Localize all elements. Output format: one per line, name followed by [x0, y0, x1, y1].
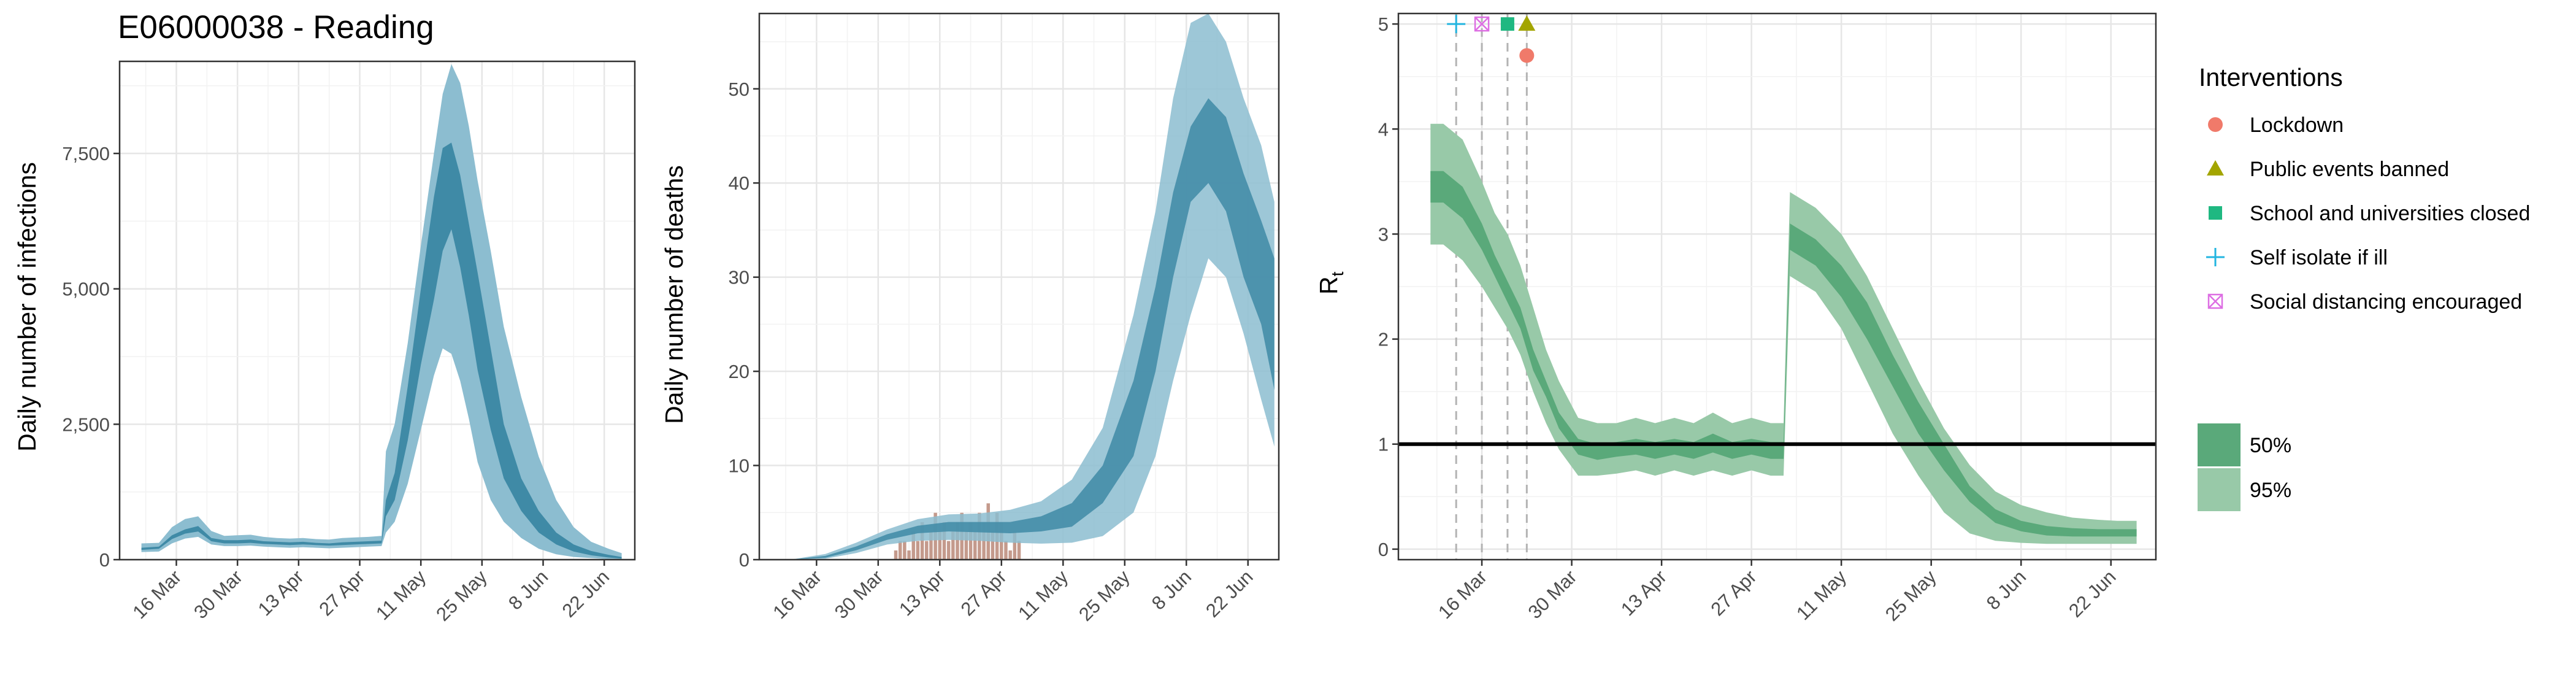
legend-key-boxx: [2207, 293, 2223, 309]
bands-legend: 50% 95%: [2198, 423, 2291, 511]
panel-background: [120, 61, 635, 560]
y-tick-label: 4: [1378, 118, 1389, 140]
intervention-marker-triangle: [1518, 15, 1536, 31]
observed-deaths-bar: [916, 541, 920, 560]
y-tick-label: 30: [729, 267, 749, 288]
y-tick-label: 7,500: [62, 143, 110, 164]
observed-deaths-bar: [946, 541, 951, 560]
band-95-percent: [1430, 123, 2137, 544]
panel-border: [118, 60, 636, 561]
observed-deaths-bar: [1003, 541, 1008, 560]
intervention-marker-square: [1500, 17, 1514, 31]
y-tick-label: 0: [1378, 539, 1389, 560]
legend-key-triangle: [2207, 160, 2224, 176]
observed-deaths-bar: [924, 541, 929, 560]
rt-y-axis-title-main: R: [1314, 276, 1343, 295]
observed-deaths-bar: [1008, 550, 1013, 560]
legend-key-square: [2209, 206, 2222, 220]
observed-deaths-bar: [907, 550, 911, 560]
legend-key-boxx: [2208, 294, 2223, 309]
y-tick-label: 5,000: [62, 279, 110, 300]
legend-key-plus: [2206, 248, 2225, 266]
y-tick-label: 50: [729, 79, 749, 100]
band-95-percent: [790, 14, 1275, 560]
infections-panel-title: E06000038 - Reading: [118, 9, 434, 45]
band-50-percent: [141, 142, 622, 559]
observed-deaths-bar: [1017, 541, 1021, 560]
y-tick-label: 2: [1378, 329, 1389, 350]
y-tick-label: 40: [729, 172, 749, 194]
y-tick-label: 10: [729, 455, 749, 477]
intervention-marker-boxx: [1474, 17, 1489, 31]
legend-label: School and universities closed: [2250, 202, 2530, 225]
observed-deaths-bar: [894, 550, 898, 560]
intervention-marker-plus: [1447, 15, 1466, 34]
intervention-marker-boxx: [1474, 16, 1490, 32]
interventions-legend: Interventions Lockdown Public events bann…: [2199, 63, 2530, 314]
legend-label: 95%: [2250, 479, 2291, 502]
rt-y-axis-title: Rt: [1314, 271, 1347, 295]
y-tick-label: 1: [1378, 434, 1389, 455]
legend-label: Public events banned: [2250, 158, 2449, 181]
legend-label: Social distancing encouraged: [2250, 290, 2522, 314]
y-tick-label: 5: [1378, 14, 1389, 35]
band-50-percent: [790, 98, 1275, 560]
y-tick-label: 3: [1378, 223, 1389, 245]
y-tick-label: 2,500: [62, 414, 110, 435]
infections-y-axis-title: Daily number of infections: [13, 162, 41, 452]
deaths-y-axis-title: Daily number of deaths: [660, 165, 688, 424]
observed-deaths-bar: [898, 541, 903, 560]
y-tick-label: 0: [99, 549, 110, 571]
interventions-legend-title: Interventions: [2199, 63, 2343, 91]
legend-key-band: [2198, 468, 2241, 511]
legend-key-band: [2198, 423, 2241, 466]
rt-y-axis-title-subscript: t: [1328, 271, 1347, 276]
legend-label: 50%: [2250, 434, 2291, 457]
y-tick-label: 20: [729, 361, 749, 382]
observed-deaths-bar: [902, 541, 907, 560]
panel-border: [758, 12, 1280, 561]
y-tick-label: 0: [739, 549, 749, 571]
legend-label: Self isolate if ill: [2250, 246, 2388, 269]
legend-key-circle: [2208, 117, 2223, 132]
legend-label: Lockdown: [2250, 114, 2344, 137]
panel-border: [1397, 12, 2157, 561]
intervention-marker-circle: [1519, 48, 1535, 63]
